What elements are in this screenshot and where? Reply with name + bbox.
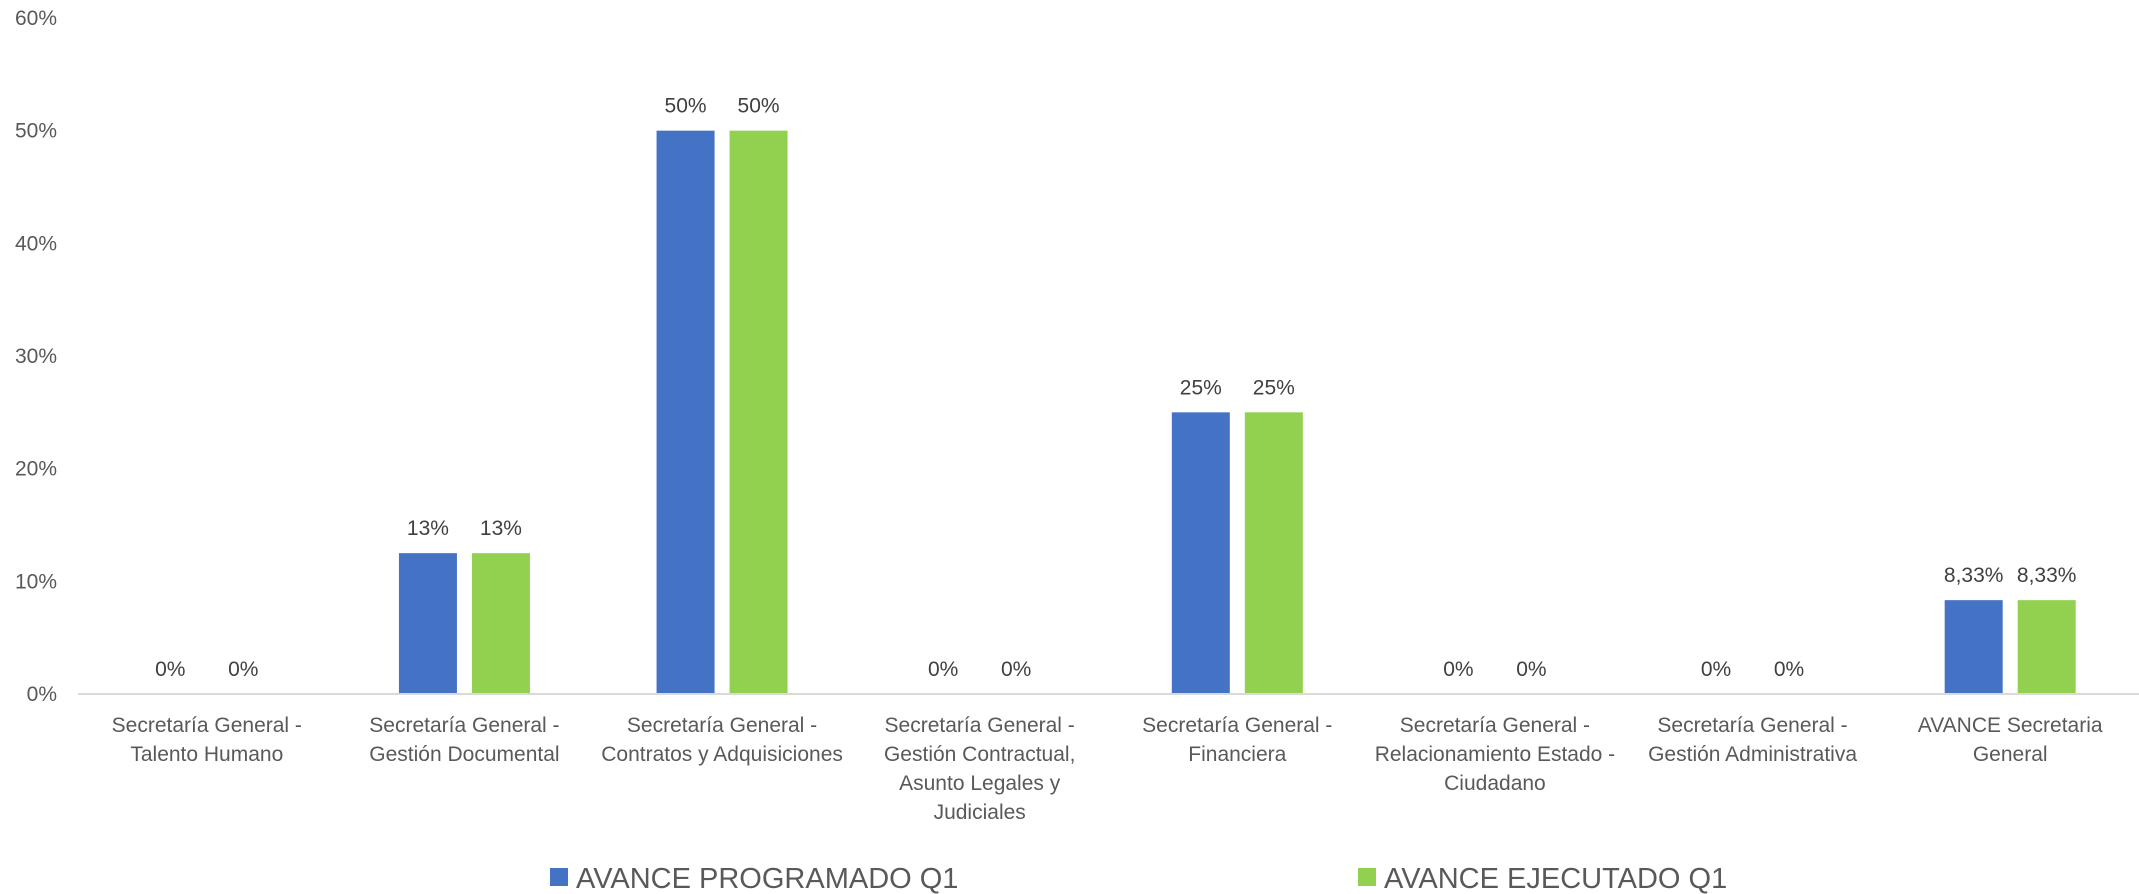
category-label: Secretaría General -Financiera bbox=[1142, 714, 1332, 766]
y-tick-label: 30% bbox=[15, 345, 57, 368]
data-label: 50% bbox=[738, 95, 780, 118]
data-label: 13% bbox=[407, 517, 449, 540]
category-label: Secretaría General -Talento Humano bbox=[112, 714, 302, 766]
x-axis: Secretaría General -Talento Humano Secret… bbox=[112, 714, 2103, 824]
data-label: 8,33% bbox=[1944, 564, 2004, 587]
y-tick-label: 20% bbox=[15, 458, 57, 481]
data-label: 0% bbox=[1001, 658, 1031, 681]
data-label: 25% bbox=[1253, 376, 1295, 399]
y-tick-label: 50% bbox=[15, 120, 57, 143]
legend-label: AVANCE EJECUTADO Q1 bbox=[1384, 863, 1727, 894]
category-label: Secretaría General -Contratos y Adquisic… bbox=[601, 714, 843, 766]
bar-programado[interactable] bbox=[1171, 412, 1230, 694]
legend-swatch bbox=[550, 868, 568, 886]
data-label: 0% bbox=[228, 658, 258, 681]
category-label: Secretaría General -Gestión Administrati… bbox=[1648, 714, 1857, 766]
bar-programado[interactable] bbox=[1944, 600, 2003, 694]
y-tick-label: 40% bbox=[15, 232, 57, 255]
category-label: Secretaría General -Gestión Contractual,… bbox=[884, 714, 1075, 824]
legend-item-ejecutado[interactable]: AVANCE EJECUTADO Q1 bbox=[1358, 863, 1727, 894]
y-tick-label: 0% bbox=[27, 683, 57, 706]
bar-programado[interactable] bbox=[398, 553, 457, 694]
data-label: 0% bbox=[155, 658, 185, 681]
data-label: 0% bbox=[1774, 658, 1804, 681]
data-label: 0% bbox=[1443, 658, 1473, 681]
bar-ejecutado[interactable] bbox=[471, 553, 530, 694]
data-label: 0% bbox=[928, 658, 958, 681]
y-tick-label: 10% bbox=[15, 570, 57, 593]
y-axis: 0% 10% 20% 30% 40% 50% 60% bbox=[15, 7, 57, 706]
bar-ejecutado[interactable] bbox=[729, 130, 788, 694]
category-label: AVANCE Secretaria General bbox=[1918, 714, 2103, 766]
data-label: 0% bbox=[1701, 658, 1731, 681]
legend-item-programado[interactable]: AVANCE PROGRAMADO Q1 bbox=[550, 863, 958, 894]
category-label: Secretaría General -Relacionamiento Esta… bbox=[1375, 714, 1615, 795]
data-label: 0% bbox=[1516, 658, 1546, 681]
bar-ejecutado[interactable] bbox=[1244, 412, 1303, 694]
bar-programado[interactable] bbox=[656, 130, 715, 694]
bars bbox=[398, 130, 2076, 694]
data-label: 25% bbox=[1180, 376, 1222, 399]
data-label: 8,33% bbox=[2017, 564, 2077, 587]
legend-label: AVANCE PROGRAMADO Q1 bbox=[576, 863, 958, 894]
data-labels: 0% 13% 50% 0% 25% 0% 0% 8,33% 0% 13% 50% 0% 25% 0% 0% 8… bbox=[155, 95, 2076, 681]
legend-swatch bbox=[1358, 868, 1376, 886]
category-label: Secretaría General -Gestión Documental bbox=[369, 714, 559, 766]
data-label: 13% bbox=[480, 517, 522, 540]
bar-ejecutado[interactable] bbox=[2017, 600, 2076, 694]
legend[interactable]: AVANCE PROGRAMADO Q1 AVANCE EJECUTADO Q1 bbox=[550, 863, 1727, 894]
data-label: 50% bbox=[665, 95, 707, 118]
y-tick-label: 60% bbox=[15, 7, 57, 30]
